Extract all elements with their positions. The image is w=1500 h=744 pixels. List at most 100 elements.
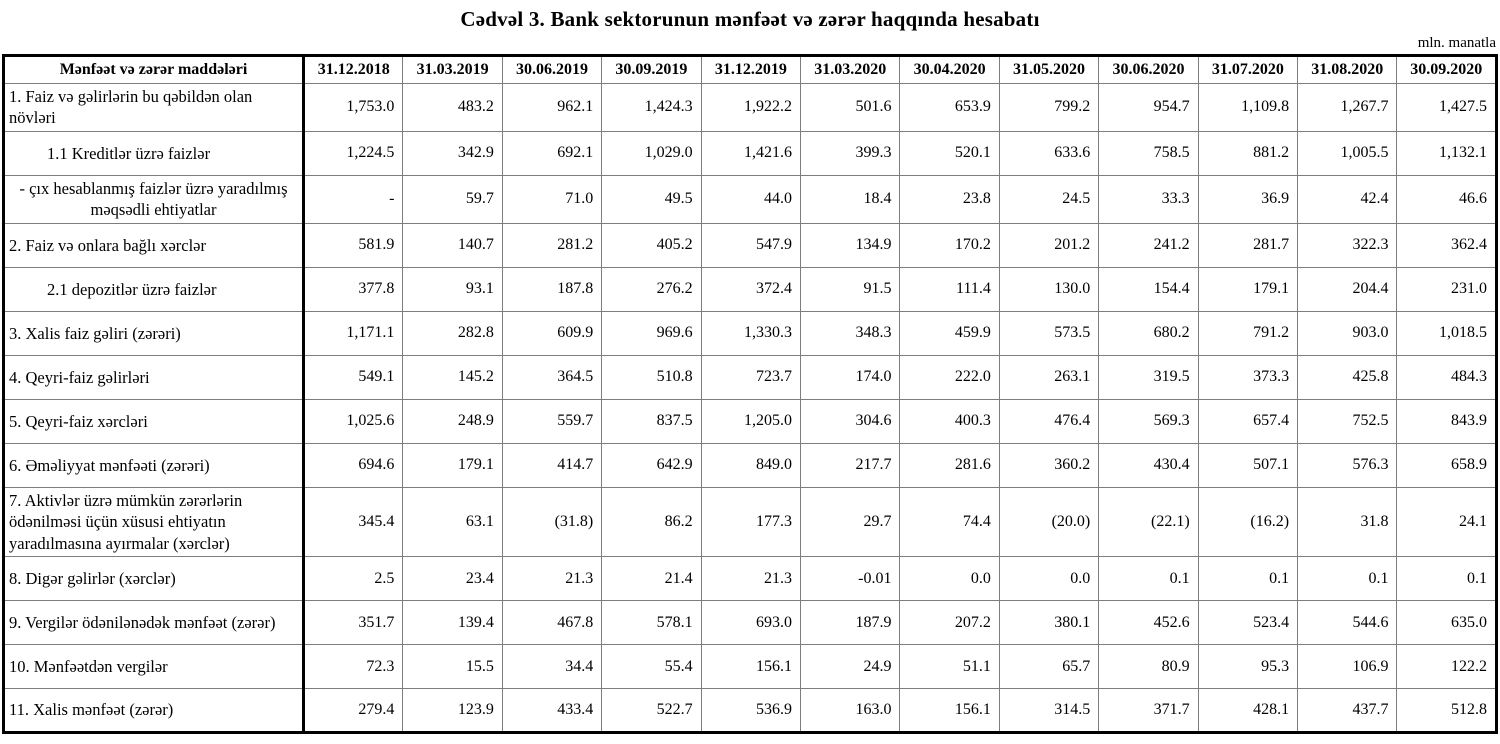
value-cell: 170.2: [899, 222, 1000, 268]
row-label: 11. Xalis mənfəət (zərər): [3, 688, 305, 734]
column-header-date: 31.03.2020: [800, 55, 901, 84]
value-cell: 642.9: [601, 442, 702, 488]
value-cell: 1,330.3: [700, 310, 802, 356]
value-cell: 248.9: [402, 398, 503, 444]
value-cell: 1,427.5: [1396, 83, 1497, 132]
value-cell: 430.4: [1098, 442, 1199, 488]
value-cell: 581.9: [302, 222, 404, 268]
table-row: 9. Vergilər ödənilənədək mənfəət (zərər)…: [3, 600, 1497, 646]
value-cell: 1,025.6: [302, 398, 404, 444]
value-cell: 414.7: [501, 442, 603, 488]
column-header-date: 30.06.2020: [1098, 55, 1199, 84]
value-cell: 51.1: [899, 644, 1000, 690]
value-cell: 1,132.1: [1396, 130, 1497, 176]
value-cell: 95.3: [1197, 644, 1299, 690]
value-cell: 544.6: [1297, 600, 1398, 646]
value-cell: 635.0: [1396, 600, 1497, 646]
value-cell: (22.1): [1098, 486, 1199, 558]
value-cell: 0.0: [998, 556, 1100, 602]
value-cell: 281.2: [501, 222, 603, 268]
value-cell: 231.0: [1396, 266, 1497, 312]
value-cell: 46.6: [1396, 174, 1497, 224]
row-label: 2.1 depozitlər üzrə faizlər: [3, 266, 305, 312]
value-cell: 29.7: [800, 486, 901, 558]
row-label: - çıx hesablanmış faizlər üzrə yaradılmı…: [3, 174, 305, 224]
column-header-date: 31.08.2020: [1297, 55, 1398, 84]
value-cell: 569.3: [1098, 398, 1199, 444]
value-cell: 362.4: [1396, 222, 1497, 268]
value-cell: 1,424.3: [601, 83, 702, 132]
column-header-date: 31.12.2019: [700, 55, 802, 84]
column-header-date: 31.12.2018: [302, 55, 404, 84]
value-cell: 55.4: [601, 644, 702, 690]
value-cell: 536.9: [700, 688, 802, 734]
value-cell: 204.4: [1297, 266, 1398, 312]
table-row: 10. Mənfəətdən vergilər 72.3 15.5 34.4 55.4 1…: [3, 644, 1497, 690]
value-cell: 547.9: [700, 222, 802, 268]
column-header-date: 30.04.2020: [899, 55, 1000, 84]
value-cell: 364.5: [501, 354, 603, 400]
table-row: 11. Xalis mənfəət (zərər) 279.4 123.9 433.4…: [3, 688, 1497, 734]
value-cell: 222.0: [899, 354, 1000, 400]
value-cell: 163.0: [800, 688, 901, 734]
value-cell: 241.2: [1098, 222, 1199, 268]
value-cell: 282.8: [402, 310, 503, 356]
value-cell: 954.7: [1098, 83, 1199, 132]
value-cell: 319.5: [1098, 354, 1199, 400]
value-cell: 758.5: [1098, 130, 1199, 176]
value-cell: 279.4: [302, 688, 404, 734]
table-row: 3. Xalis faiz gəliri (zərəri) 1,171.1 282.…: [3, 310, 1497, 356]
value-cell: 1,267.7: [1297, 83, 1398, 132]
value-cell: 21.3: [501, 556, 603, 602]
value-cell: 34.4: [501, 644, 603, 690]
table-row: 2.1 depozitlər üzrə faizlər 377.8 93.1 187.…: [3, 266, 1497, 312]
value-cell: 23.4: [402, 556, 503, 602]
value-cell: 657.4: [1197, 398, 1299, 444]
value-cell: 156.1: [700, 644, 802, 690]
value-cell: 179.1: [1197, 266, 1299, 312]
value-cell: 0.1: [1297, 556, 1398, 602]
value-cell: 694.6: [302, 442, 404, 488]
value-cell: 843.9: [1396, 398, 1497, 444]
value-cell: 281.6: [899, 442, 1000, 488]
value-cell: 459.9: [899, 310, 1000, 356]
unit-note: mln. manatla: [1417, 35, 1496, 51]
column-header-date: 30.09.2019: [601, 55, 702, 84]
value-cell: 351.7: [302, 600, 404, 646]
value-cell: 0.1: [1396, 556, 1497, 602]
value-cell: 86.2: [601, 486, 702, 558]
row-label: 2. Faiz və onlara bağlı xərclər: [3, 222, 305, 268]
value-cell: 791.2: [1197, 310, 1299, 356]
value-cell: 549.1: [302, 354, 404, 400]
table-title: Cədvəl 3. Bank sektorunun mənfəət və zər…: [460, 7, 1040, 31]
row-label: 1.1 Kreditlər üzrə faizlər: [3, 130, 305, 176]
value-cell: 145.2: [402, 354, 503, 400]
value-cell: 559.7: [501, 398, 603, 444]
value-cell: 576.3: [1297, 442, 1398, 488]
value-cell: 0.1: [1098, 556, 1199, 602]
value-cell: 849.0: [700, 442, 802, 488]
value-cell: 360.2: [998, 442, 1100, 488]
value-cell: 156.1: [899, 688, 1000, 734]
value-cell: 510.8: [601, 354, 702, 400]
value-cell: 633.6: [998, 130, 1100, 176]
row-label: 6. Əməliyyat mənfəəti (zərəri): [3, 442, 305, 488]
value-cell: 653.9: [899, 83, 1000, 132]
value-cell: 91.5: [800, 266, 901, 312]
value-cell: 1,029.0: [601, 130, 702, 176]
value-cell: 962.1: [501, 83, 603, 132]
value-cell: 452.6: [1098, 600, 1199, 646]
column-header-date: 30.06.2019: [501, 55, 603, 84]
column-header-date: 31.03.2019: [402, 55, 503, 84]
value-cell: 177.3: [700, 486, 802, 558]
value-cell: 21.3: [700, 556, 802, 602]
value-cell: -0.01: [800, 556, 901, 602]
value-cell: 476.4: [998, 398, 1100, 444]
value-cell: -: [302, 174, 404, 224]
value-cell: 573.5: [998, 310, 1100, 356]
value-cell: 187.9: [800, 600, 901, 646]
value-cell: 692.1: [501, 130, 603, 176]
value-cell: 405.2: [601, 222, 702, 268]
table-row: 8. Digər gəlirlər (xərclər) 2.5 23.4 21.3 21…: [3, 556, 1497, 602]
value-cell: 71.0: [501, 174, 603, 224]
